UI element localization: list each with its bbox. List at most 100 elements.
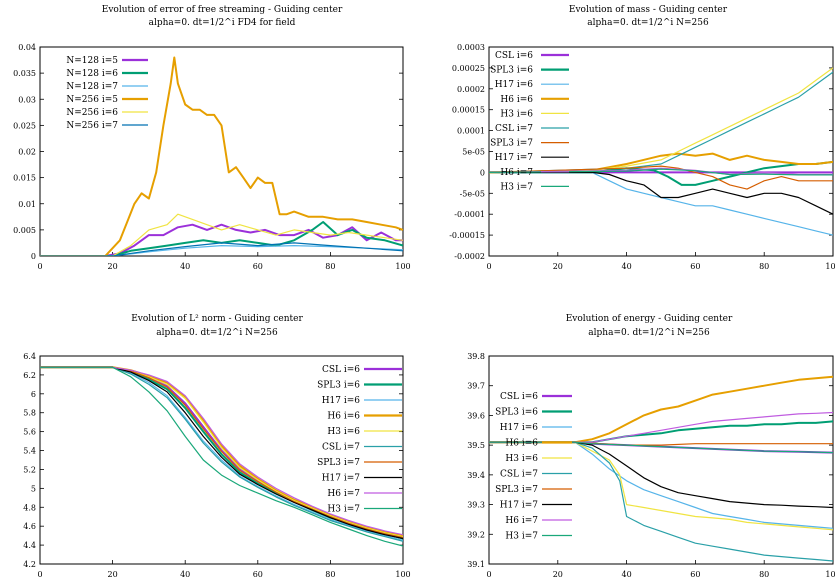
y-tick-label: 4.2 (23, 560, 36, 569)
plot-frame (39, 355, 404, 565)
y-tick-label: 5.6 (23, 428, 36, 437)
y-tick-label: 39.7 (467, 382, 485, 391)
series-line-2 (489, 420, 833, 444)
series-group (489, 67, 833, 236)
y-tick-label: 0.0003 (457, 43, 485, 52)
y-tick-label: 6.4 (23, 352, 36, 361)
series-line-5 (489, 67, 833, 173)
y-tick-label: 0 (480, 168, 485, 177)
x-tick-label: 40 (180, 262, 190, 271)
series-line-3 (40, 366, 403, 541)
x-tick-label: 0 (37, 570, 42, 579)
series-line-8 (489, 171, 833, 215)
legend-label: H3 i=7 (327, 505, 360, 515)
y-tick-label: 0.035 (13, 69, 36, 78)
series-line-8 (489, 441, 833, 509)
legend-label: N=256 i=5 (66, 95, 118, 105)
y-tick-label: 0.005 (13, 226, 36, 235)
series-line-6 (40, 366, 403, 542)
legend-label: CSL i=7 (500, 470, 538, 480)
x-tick-label: 80 (325, 262, 335, 271)
legend-label: H6 i=7 (505, 516, 538, 526)
legend-label: H17 i=6 (500, 423, 539, 433)
series-line-9 (489, 411, 833, 443)
y-tick-label: 39.2 (467, 530, 485, 539)
chart-panel-4: Evolution of energy - Guiding center alph… (467, 314, 835, 579)
chart-title: Evolution of energy - Guiding center (566, 314, 733, 324)
y-tick-label: 39.6 (467, 411, 485, 420)
series-line-4 (489, 152, 833, 174)
series-line-6 (489, 441, 833, 562)
y-tick-label: -0.0002 (454, 252, 485, 261)
series-group (40, 56, 403, 256)
x-tick-label: 80 (759, 570, 769, 579)
series-group (489, 375, 833, 562)
y-tick-label: 39.8 (467, 352, 485, 361)
series-line-9 (40, 366, 403, 536)
chart-title: Evolution of mass - Guiding center (569, 5, 728, 15)
legend-label: H6 i=6 (505, 439, 538, 449)
legend-label: H17 i=6 (495, 80, 534, 90)
legend-label: H17 i=6 (322, 396, 361, 406)
x-tick-label: 100 (825, 570, 835, 579)
x-tick-label: 0 (37, 262, 42, 271)
x-tick-label: 60 (690, 262, 700, 271)
legend-label: H3 i=7 (500, 182, 533, 192)
y-tick-label: 0.0002 (457, 85, 485, 94)
series-group (40, 366, 403, 547)
legend-label: N=256 i=7 (66, 121, 118, 131)
y-tick-label: 5 (31, 484, 36, 493)
legend-label: H3 i=6 (505, 454, 538, 464)
y-tick-label: 0.03 (18, 95, 36, 104)
chart-subtitle: alpha=0. dt=1/2^i N=256 (156, 328, 278, 338)
y-tick-label: 6 (31, 390, 36, 399)
series-line-10 (40, 366, 403, 547)
series-line-4 (40, 56, 403, 256)
legend-label: H6 i=6 (327, 412, 360, 422)
y-tick-label: 0.01 (18, 200, 36, 209)
legend-label: H6 i=7 (327, 489, 360, 499)
y-tick-label: 0.02 (18, 148, 36, 157)
y-tick-label: -5e-05 (460, 189, 485, 198)
y-tick-label: 0.04 (18, 43, 36, 52)
chart-panel-3: Evolution of L² norm - Guiding center alp… (23, 314, 410, 579)
legend-label: H6 i=7 (500, 168, 533, 178)
chart-subtitle: alpha=0. dt=1/2^i N=256 (588, 328, 710, 338)
legend-label: CSL i=6 (322, 365, 360, 375)
x-tick-label: 0 (486, 262, 491, 271)
chart-panel-1: Evolution of error of free streaming - G… (13, 5, 411, 271)
series-line-3 (489, 171, 833, 236)
y-tick-label: 0 (31, 252, 36, 261)
x-tick-label: 100 (825, 262, 835, 271)
x-tick-label: 80 (325, 570, 335, 579)
legend: CSL i=6 SPL3 i=6 H17 i=6 H6 i=6 H3 i=6 CSL i=… (495, 392, 572, 542)
y-tick-label: 0.00015 (452, 106, 485, 115)
series-line-5 (40, 366, 403, 538)
legend-label: CSL i=7 (495, 124, 533, 134)
chart-title: Evolution of error of free streaming - G… (102, 5, 343, 15)
legend-label: CSL i=7 (322, 443, 360, 453)
chart-title: Evolution of L² norm - Guiding center (131, 314, 303, 324)
series-line-6 (40, 242, 403, 256)
x-tick-label: 60 (690, 570, 700, 579)
legend-label: N=256 i=6 (66, 108, 118, 118)
legend-label: SPL3 i=6 (490, 66, 533, 76)
y-tick-label: 0.0001 (457, 127, 485, 136)
x-tick-label: 40 (622, 570, 632, 579)
x-tick-label: 60 (253, 262, 263, 271)
legend-label: SPL3 i=7 (495, 485, 538, 495)
x-tick-label: 0 (486, 570, 491, 579)
legend-label: H17 i=7 (500, 501, 539, 511)
legend-label: SPL3 i=7 (317, 458, 360, 468)
y-tick-label: 5e-05 (462, 148, 485, 157)
legend-label: N=128 i=6 (66, 69, 118, 79)
legend-label: H17 i=7 (322, 474, 361, 484)
y-tick-label: 0.015 (13, 174, 36, 183)
series-line-6 (489, 71, 833, 173)
y-tick-label: 4.6 (23, 522, 36, 531)
series-line-2 (40, 221, 403, 256)
legend-label: SPL3 i=7 (490, 139, 533, 149)
legend-label: CSL i=6 (500, 392, 538, 402)
series-line-5 (40, 213, 403, 256)
x-tick-label: 100 (395, 262, 410, 271)
